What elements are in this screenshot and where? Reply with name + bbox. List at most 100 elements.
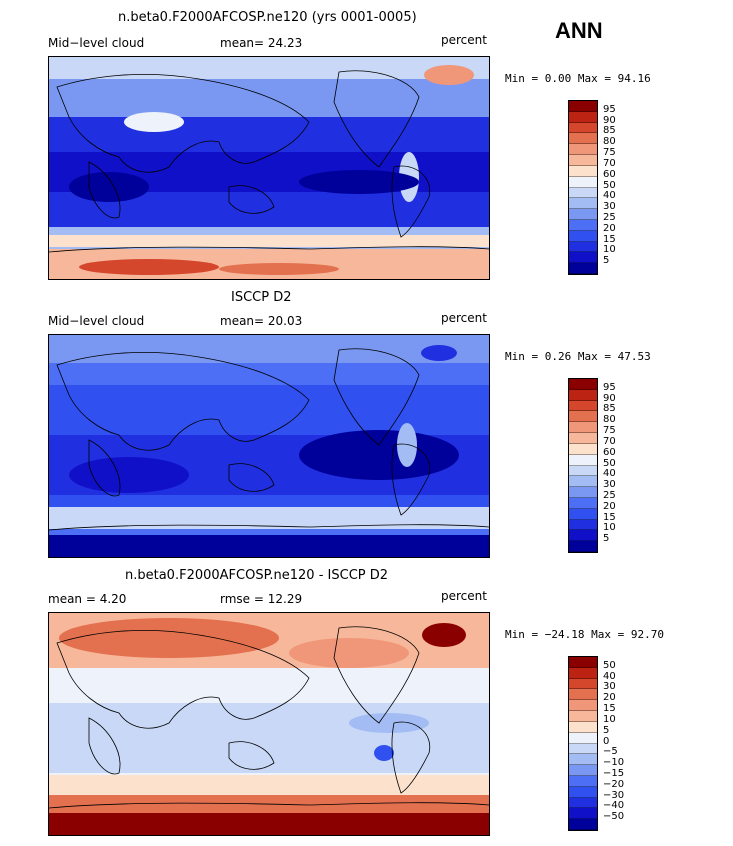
colorbar-label: 90 bbox=[603, 392, 616, 404]
colorbar-swatch bbox=[569, 819, 597, 830]
colorbar-swatch bbox=[569, 155, 597, 166]
colorbar-label: 5 bbox=[603, 255, 610, 267]
panel-3-map bbox=[48, 612, 490, 836]
colorbar-swatch bbox=[569, 530, 597, 542]
colorbar-swatch bbox=[569, 101, 597, 112]
colorbar-label: 50 bbox=[603, 457, 616, 469]
panel-2-map-field bbox=[49, 335, 489, 557]
colorbar-label: 95 bbox=[603, 381, 616, 393]
colorbar-swatch bbox=[569, 765, 597, 776]
panel-1-map bbox=[48, 56, 490, 280]
colorbar-label: 75 bbox=[603, 425, 616, 437]
colorbar-swatch bbox=[569, 743, 597, 755]
colorbar-label: 10 bbox=[603, 244, 616, 256]
colorbar-swatch bbox=[569, 465, 597, 477]
colorbar-label: 25 bbox=[603, 211, 616, 223]
panel-1-mean-label: mean= 24.23 bbox=[220, 36, 303, 50]
colorbar-label: 60 bbox=[603, 446, 616, 458]
colorbar-label: 10 bbox=[603, 522, 616, 534]
colorbar-label: 0 bbox=[603, 735, 610, 747]
colorbar-label: −5 bbox=[603, 746, 618, 758]
colorbar-swatch bbox=[569, 443, 597, 455]
colorbar-swatch bbox=[569, 252, 597, 264]
colorbar-label: 40 bbox=[603, 190, 616, 202]
colorbar-label: 70 bbox=[603, 157, 616, 169]
colorbar-label: 20 bbox=[603, 692, 616, 704]
panel-2-variable-label: Mid−level cloud bbox=[48, 314, 145, 328]
panel-3-minmax: Min = −24.18 Max = 92.70 bbox=[505, 628, 664, 641]
colorbar-swatch bbox=[569, 400, 597, 412]
colorbar-swatch bbox=[569, 667, 597, 679]
colorbar-swatch bbox=[569, 754, 597, 766]
colorbar-label: 90 bbox=[603, 114, 616, 126]
colorbar-swatch bbox=[569, 721, 597, 733]
colorbar-swatch bbox=[569, 219, 597, 231]
colorbar-swatch bbox=[569, 241, 597, 253]
panel-2-mean-label: mean= 20.03 bbox=[220, 314, 303, 328]
panel-1-title: n.beta0.F2000AFCOSP.ne120 (yrs 0001-0005… bbox=[118, 10, 417, 25]
panel-2-minmax: Min = 0.26 Max = 47.53 bbox=[505, 350, 651, 363]
panel-3-title: n.beta0.F2000AFCOSP.ne120 - ISCCP D2 bbox=[125, 568, 389, 583]
colorbar-swatch bbox=[569, 797, 597, 809]
colorbar-label: 15 bbox=[603, 703, 616, 715]
colorbar-label: 20 bbox=[603, 222, 616, 234]
colorbar-label: 15 bbox=[603, 233, 616, 245]
colorbar-swatch bbox=[569, 775, 597, 787]
panel-2-colorbar bbox=[568, 378, 598, 553]
colorbar-swatch bbox=[569, 230, 597, 242]
colorbar-swatch bbox=[569, 176, 597, 188]
panel-1-variable-label: Mid−level cloud bbox=[48, 36, 145, 50]
colorbar-swatch bbox=[569, 508, 597, 520]
colorbar-swatch bbox=[569, 454, 597, 466]
colorbar-swatch bbox=[569, 411, 597, 423]
colorbar-label: 30 bbox=[603, 479, 616, 491]
colorbar-swatch bbox=[569, 519, 597, 531]
colorbar-swatch bbox=[569, 133, 597, 145]
panel-3-units-label: percent bbox=[441, 589, 487, 603]
panel-1-coastlines bbox=[49, 70, 489, 253]
colorbar-swatch bbox=[569, 198, 597, 210]
panel-2-units-label: percent bbox=[441, 311, 487, 325]
colorbar-label: 80 bbox=[603, 136, 616, 148]
colorbar-swatch bbox=[569, 497, 597, 509]
panel-1-units-label: percent bbox=[441, 33, 487, 47]
colorbar-swatch bbox=[569, 541, 597, 552]
panel-2-title: ISCCP D2 bbox=[231, 290, 292, 305]
panel-3-map-field bbox=[49, 613, 489, 835]
colorbar-swatch bbox=[569, 433, 597, 444]
colorbar-swatch bbox=[569, 711, 597, 722]
panel-3-mean-label: mean = 4.20 bbox=[48, 592, 127, 606]
colorbar-label: −40 bbox=[603, 800, 625, 812]
colorbar-swatch bbox=[569, 678, 597, 690]
colorbar-swatch bbox=[569, 808, 597, 820]
colorbar-label: −30 bbox=[603, 789, 625, 801]
colorbar-swatch bbox=[569, 187, 597, 199]
colorbar-label: −20 bbox=[603, 778, 625, 790]
colorbar-swatch bbox=[569, 487, 597, 498]
panel-3-colorbar bbox=[568, 656, 598, 831]
colorbar-swatch bbox=[569, 700, 597, 712]
colorbar-swatch bbox=[569, 263, 597, 274]
colorbar-label: 15 bbox=[603, 511, 616, 523]
colorbar-swatch bbox=[569, 786, 597, 798]
colorbar-swatch bbox=[569, 209, 597, 220]
panel-1-colorbar bbox=[568, 100, 598, 275]
colorbar-label: 30 bbox=[603, 201, 616, 213]
colorbar-label: 30 bbox=[603, 681, 616, 693]
colorbar-label: 40 bbox=[603, 468, 616, 480]
colorbar-swatch bbox=[569, 732, 597, 744]
colorbar-label: 20 bbox=[603, 500, 616, 512]
panel-1-minmax: Min = 0.00 Max = 94.16 bbox=[505, 72, 651, 85]
panel-3-rmse-label: rmse = 12.29 bbox=[220, 592, 303, 606]
colorbar-label: 85 bbox=[603, 125, 616, 137]
colorbar-swatch bbox=[569, 422, 597, 434]
colorbar-label: 50 bbox=[603, 179, 616, 191]
panel-1-map-field bbox=[49, 57, 489, 279]
colorbar-label: 85 bbox=[603, 403, 616, 415]
panel-2-map bbox=[48, 334, 490, 558]
colorbar-swatch bbox=[569, 111, 597, 123]
colorbar-label: −50 bbox=[603, 811, 625, 823]
colorbar-label: 60 bbox=[603, 168, 616, 180]
panel-2-coastlines bbox=[49, 348, 489, 531]
colorbar-swatch bbox=[569, 657, 597, 668]
